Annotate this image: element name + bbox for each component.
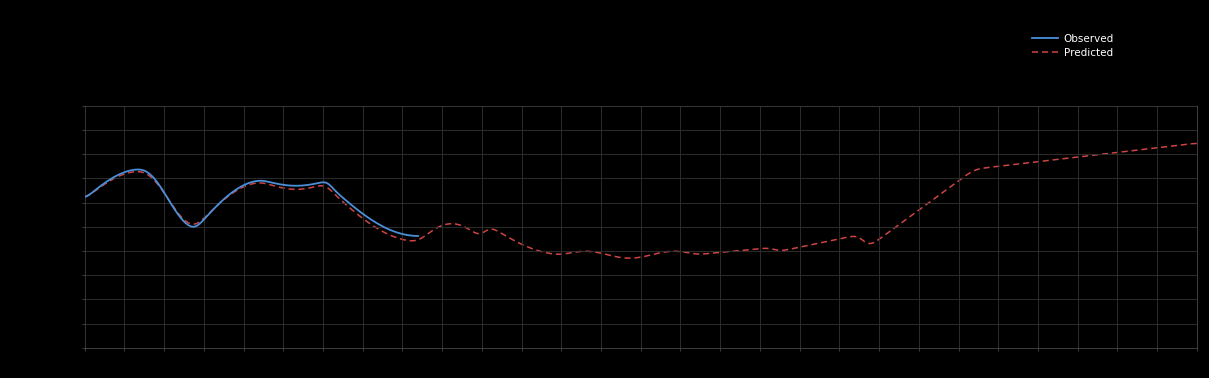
Legend: Observed, Predicted: Observed, Predicted [1032, 34, 1113, 58]
